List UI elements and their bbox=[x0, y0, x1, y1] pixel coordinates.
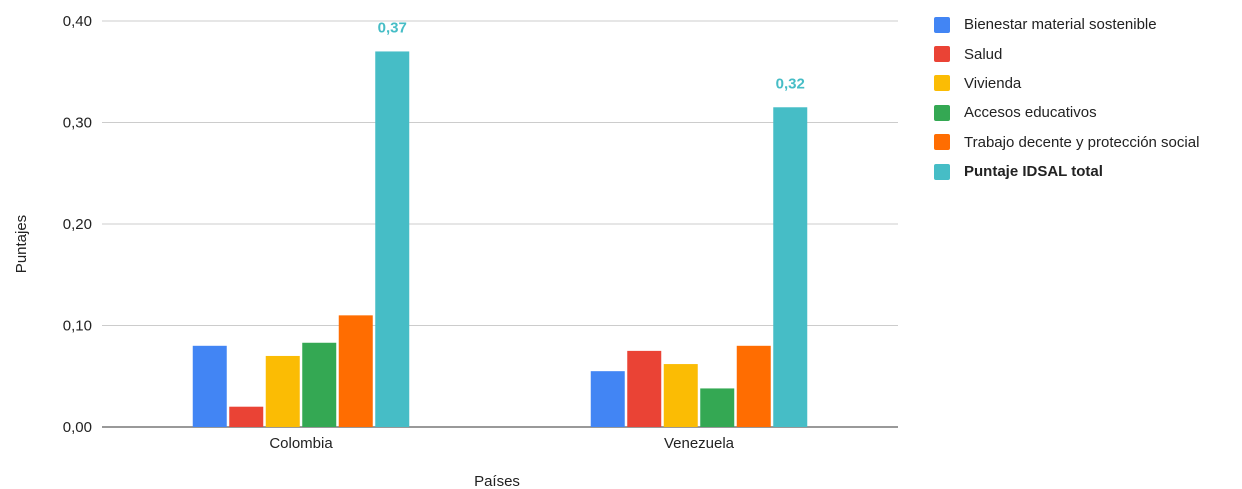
bar bbox=[229, 406, 264, 427]
data-label: 0,37 bbox=[378, 19, 407, 36]
bar bbox=[265, 355, 300, 427]
chart-legend: Bienestar material sostenible Salud Vivien… bbox=[934, 10, 1199, 186]
x-axis-title: Países bbox=[474, 473, 520, 489]
legend-swatch bbox=[934, 16, 950, 33]
bar bbox=[192, 345, 227, 427]
bar bbox=[302, 342, 337, 427]
legend-label: Salud bbox=[964, 45, 1003, 63]
legend-item: Bienestar material sostenible bbox=[934, 10, 1199, 39]
legend-label: Accesos educativos bbox=[964, 104, 1097, 122]
legend-item: Accesos educativos bbox=[934, 98, 1199, 127]
bar bbox=[700, 388, 735, 427]
legend-item: Puntaje IDSAL total bbox=[934, 157, 1199, 186]
bar bbox=[338, 315, 373, 427]
legend-label: Trabajo decente y protección social bbox=[964, 133, 1200, 151]
y-tick-label: 0,00 bbox=[63, 419, 92, 436]
x-tick-label: Colombia bbox=[269, 435, 333, 452]
legend-item: Trabajo decente y protección social bbox=[934, 128, 1199, 157]
legend-swatch bbox=[934, 46, 950, 63]
legend-item: Salud bbox=[934, 39, 1199, 68]
legend-swatch bbox=[934, 134, 950, 151]
bar bbox=[627, 350, 662, 427]
legend-label: Bienestar material sostenible bbox=[964, 16, 1157, 34]
x-axis-tick-labels: Colombia Venezuela bbox=[269, 435, 734, 452]
bar bbox=[663, 364, 698, 427]
legend-swatch bbox=[934, 75, 950, 92]
bar bbox=[375, 51, 410, 427]
data-label: 0,32 bbox=[776, 75, 805, 92]
bar bbox=[590, 371, 625, 427]
legend-label: Puntaje IDSAL total bbox=[964, 163, 1103, 181]
y-axis-tick-labels: 0,00 0,10 0,20 0,30 0,40 bbox=[63, 13, 92, 436]
bar bbox=[736, 345, 771, 427]
bars bbox=[192, 51, 808, 428]
y-tick-label: 0,30 bbox=[63, 115, 92, 132]
data-labels: 0,37 0,32 bbox=[378, 19, 805, 92]
legend-item: Vivienda bbox=[934, 69, 1199, 98]
y-tick-label: 0,20 bbox=[63, 216, 92, 233]
bar bbox=[773, 107, 808, 428]
legend-label: Vivienda bbox=[964, 74, 1022, 92]
y-tick-label: 0,40 bbox=[63, 13, 92, 30]
y-axis-title: Puntajes bbox=[13, 215, 30, 273]
y-tick-label: 0,10 bbox=[63, 318, 92, 335]
x-tick-label: Venezuela bbox=[664, 435, 735, 452]
legend-swatch bbox=[934, 104, 950, 121]
legend-swatch bbox=[934, 163, 950, 180]
